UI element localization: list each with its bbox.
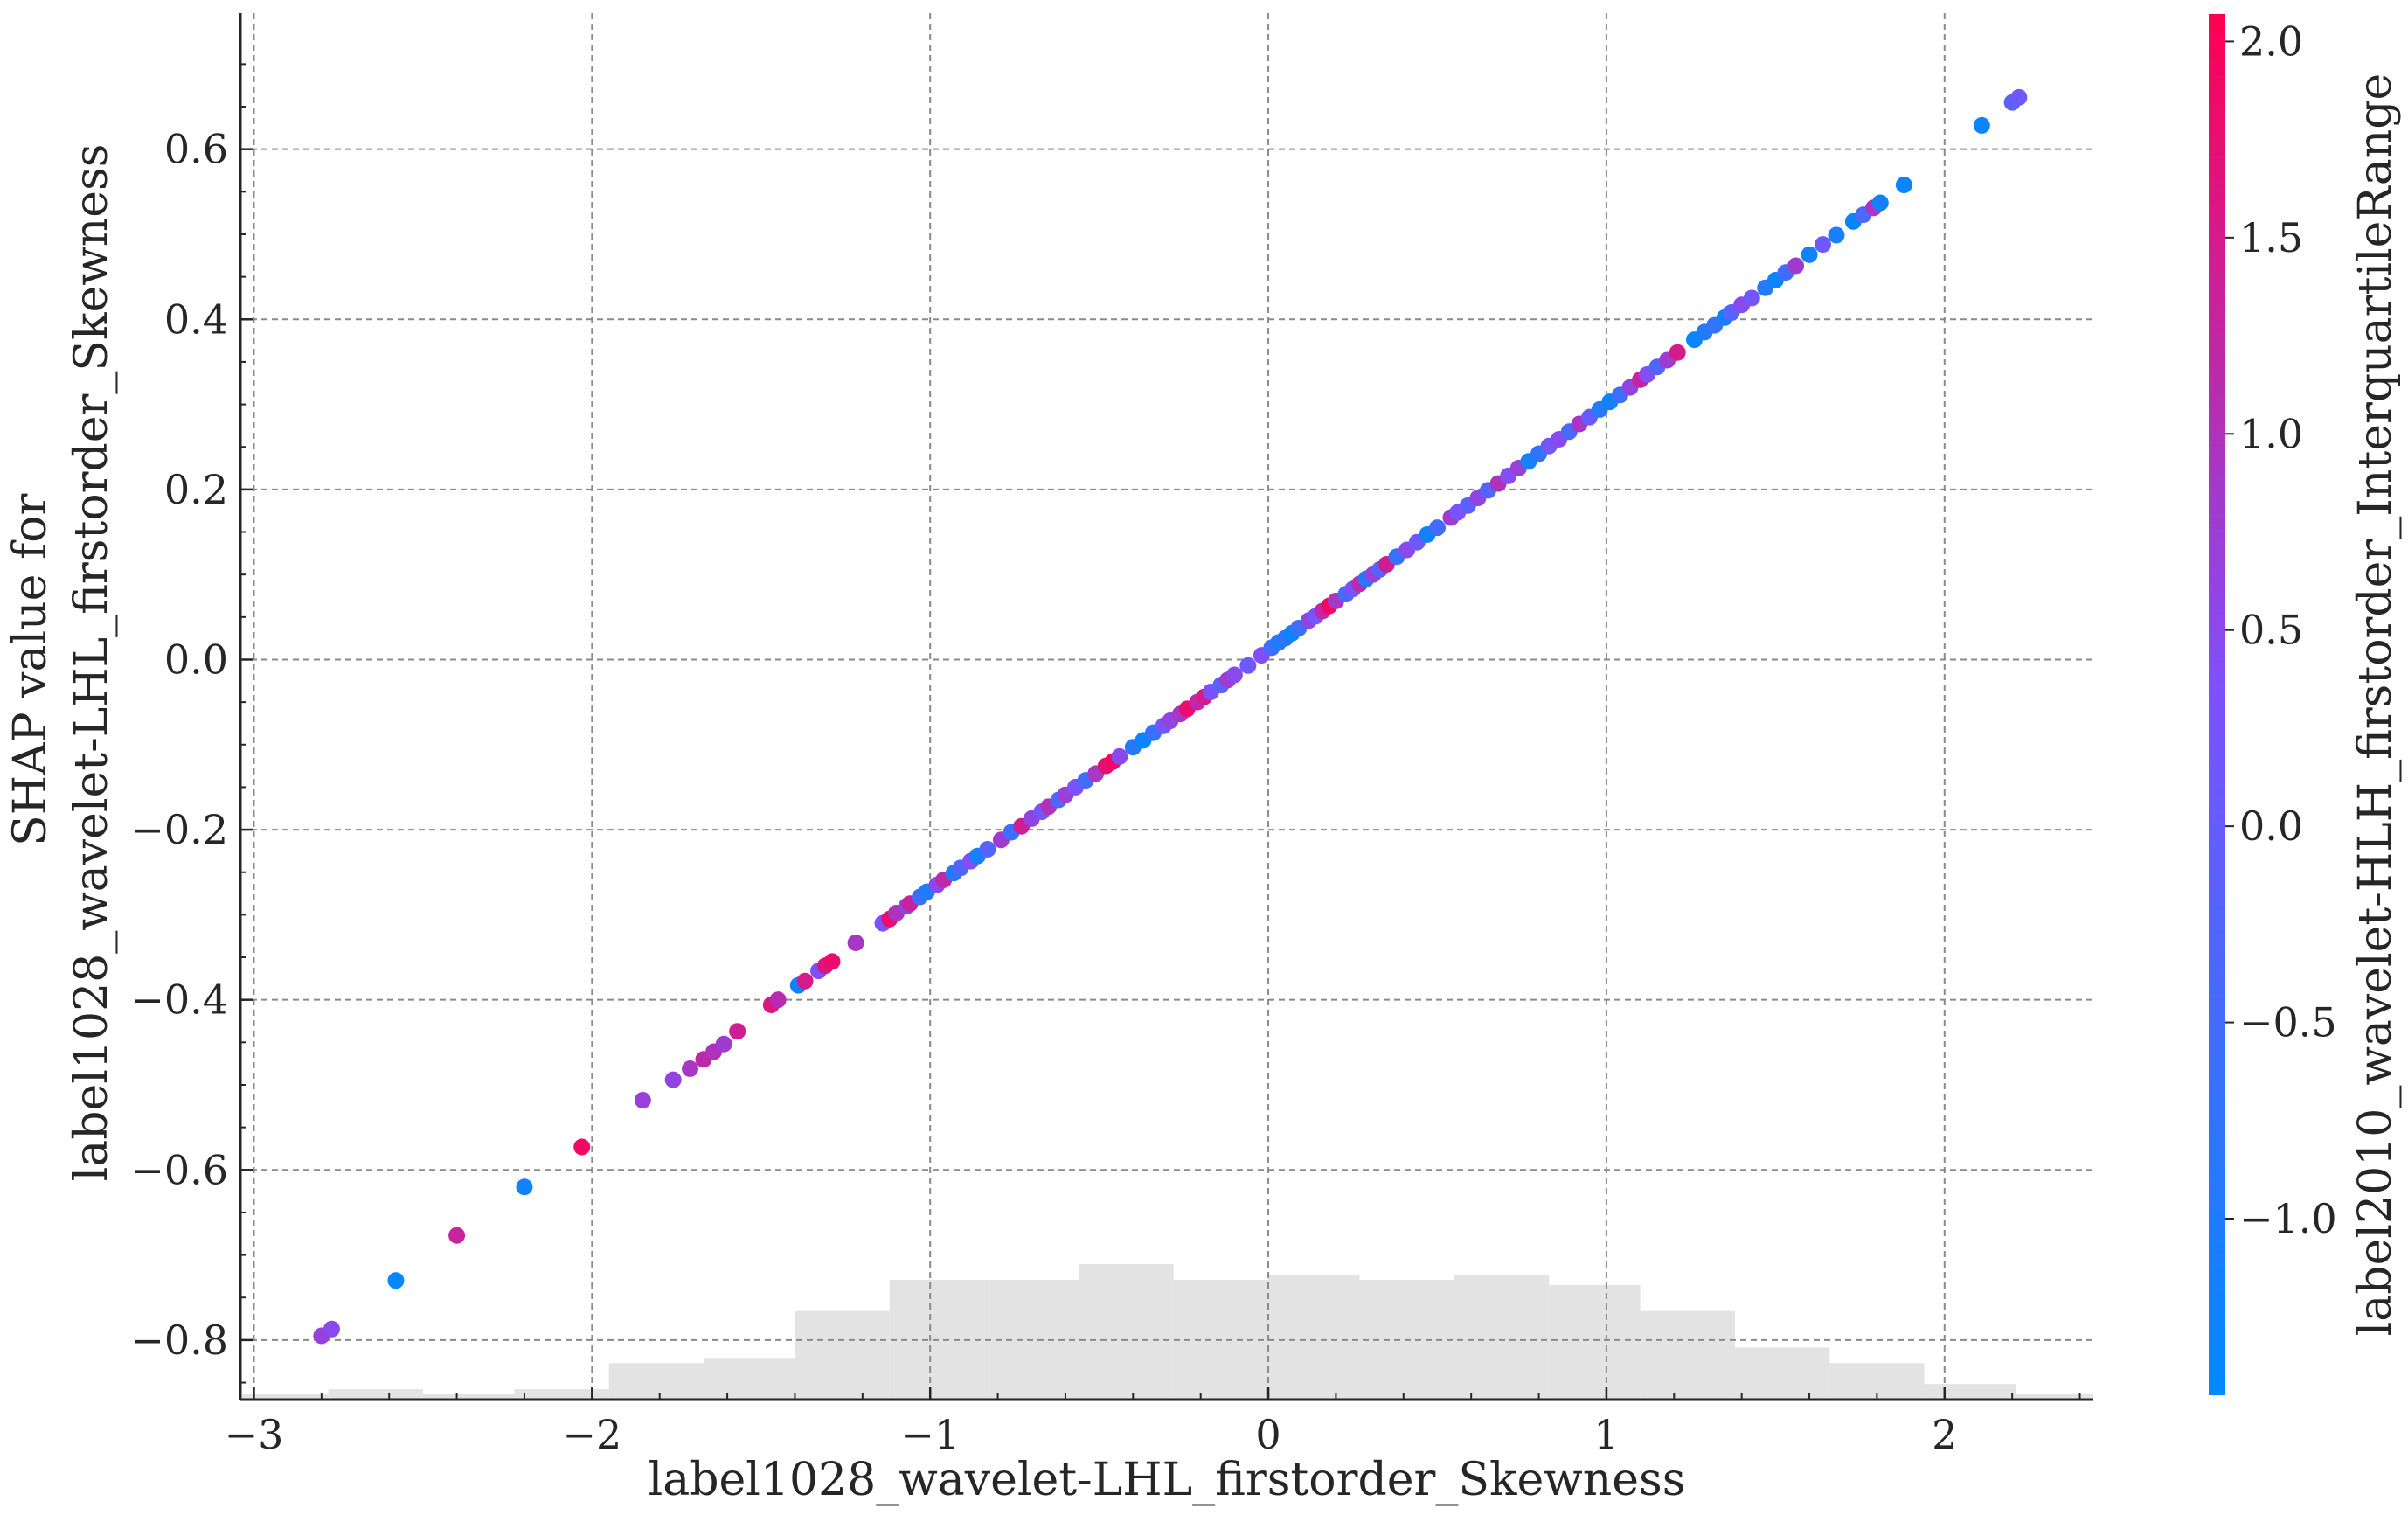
histogram-bar xyxy=(1640,1310,1735,1400)
scatter-point xyxy=(729,1023,746,1040)
scatter-point xyxy=(448,1227,466,1244)
scatter-point xyxy=(323,1320,340,1338)
scatter-point xyxy=(979,840,996,858)
y-tick-label: −0.4 xyxy=(130,976,228,1024)
colorbar-tick-label: 1.0 xyxy=(2239,410,2303,457)
colorbar-gradient xyxy=(2209,14,2225,1395)
y-tick-label: −0.2 xyxy=(130,806,228,853)
histogram-bar xyxy=(2016,1394,2093,1400)
grid-lines xyxy=(240,13,2093,1400)
scatter-point xyxy=(1428,519,1446,537)
scatter-point xyxy=(847,934,864,951)
feature-histogram xyxy=(242,1264,2093,1400)
colorbar-tick-label: 0.0 xyxy=(2239,803,2303,850)
scatter-points xyxy=(313,88,2028,1345)
histogram-bar xyxy=(1549,1284,1641,1400)
scatter-point xyxy=(573,1138,591,1156)
x-tick-label: −1 xyxy=(900,1411,960,1458)
histogram-bar xyxy=(422,1394,515,1400)
histogram-bar xyxy=(1268,1274,1360,1400)
scatter-point xyxy=(1787,257,1805,275)
y-tick-label: −0.8 xyxy=(130,1317,228,1364)
histogram-bar xyxy=(242,1394,329,1400)
x-tick-label: 2 xyxy=(1932,1411,1957,1458)
scatter-point xyxy=(1225,666,1243,684)
scatter-point xyxy=(823,953,841,970)
colorbar-ticks: −1.0 −0.5 0.0 0.5 1.0 1.5 2.0 xyxy=(2225,17,2337,1242)
scatter-point xyxy=(1111,747,1128,765)
scatter-point xyxy=(1801,246,1818,263)
histogram-bar xyxy=(1924,1384,2016,1400)
x-ticks: −3 −2 −1 0 1 2 xyxy=(225,1387,2081,1458)
x-tick-label: 1 xyxy=(1593,1411,1619,1458)
scatter-point xyxy=(1743,289,1760,307)
scatter-point xyxy=(1815,236,1832,254)
scatter-point xyxy=(796,972,814,990)
scatter-point xyxy=(2010,88,2028,106)
y-tick-label: 0.4 xyxy=(164,295,228,343)
y-ticks: −0.8 −0.6 −0.4 −0.2 0.0 0.2 0.4 0.6 xyxy=(130,63,253,1384)
colorbar-tick-label: 1.5 xyxy=(2239,214,2303,261)
colorbar-tick-label: 0.5 xyxy=(2239,607,2303,654)
histogram-bar xyxy=(795,1310,890,1400)
axes xyxy=(239,13,2093,1401)
scatter-point xyxy=(516,1178,533,1196)
histogram-bar xyxy=(1079,1264,1174,1400)
x-tick-label: 0 xyxy=(1255,1411,1280,1458)
scatter-point xyxy=(1871,194,1889,212)
scatter-point xyxy=(769,991,787,1009)
scatter-point xyxy=(387,1272,405,1289)
scatter-point xyxy=(1973,116,1990,134)
scatter-point xyxy=(1239,657,1257,674)
y-axis-label-line1: SHAP value for xyxy=(4,494,57,846)
colorbar-tick-label: −1.0 xyxy=(2239,1195,2337,1242)
y-tick-label: 0.0 xyxy=(164,636,228,683)
histogram-bar xyxy=(514,1389,609,1400)
x-axis-label: label1028_wavelet-LHL_firstorder_Skewnes… xyxy=(649,1454,1686,1506)
scatter-point xyxy=(1895,177,1912,194)
scatter-point xyxy=(634,1092,651,1109)
histogram-bar xyxy=(1454,1274,1550,1400)
colorbar-tick-label: 2.0 xyxy=(2239,17,2303,65)
scatter-point xyxy=(1828,226,1845,244)
y-axis-label-line2: label1028_wavelet-LHL_firstorder_Skewnes… xyxy=(66,144,118,1182)
colorbar: −1.0 −0.5 0.0 0.5 1.0 1.5 2.0 label2010_wavele… xyxy=(2209,14,2402,1395)
histogram-bar xyxy=(1734,1347,1830,1400)
y-tick-label: −0.6 xyxy=(130,1146,228,1193)
y-tick-label: 0.6 xyxy=(164,126,228,173)
scatter-point xyxy=(1669,344,1686,361)
scatter-point xyxy=(664,1071,682,1088)
y-tick-label: 0.2 xyxy=(164,466,228,513)
scatter-point xyxy=(715,1035,732,1053)
histogram-bar xyxy=(608,1363,704,1400)
histogram-bar xyxy=(704,1358,795,1400)
x-tick-label: −3 xyxy=(225,1411,284,1458)
histogram-bar xyxy=(328,1389,423,1400)
x-tick-label: −2 xyxy=(562,1411,621,1458)
colorbar-tick-label: −0.5 xyxy=(2239,999,2337,1046)
colorbar-label: label2010_wavelet-HLH_firstorder_Interqu… xyxy=(2349,73,2402,1337)
y-axis-label: SHAP value for label1028_wavelet-LHL_fir… xyxy=(4,144,118,1182)
scatter-point xyxy=(682,1060,699,1078)
